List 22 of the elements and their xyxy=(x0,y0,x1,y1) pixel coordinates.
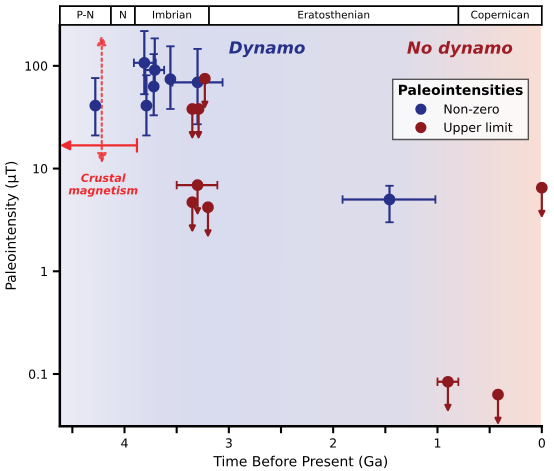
legend-label: Non-zero xyxy=(444,104,499,114)
x-axis-title: Time Before Present (Ga) xyxy=(213,456,388,468)
legend-label: N xyxy=(120,10,126,18)
y-tick-label: 10 xyxy=(33,164,48,174)
x-tick-label: 0 xyxy=(538,438,545,448)
legend-label: Upper limit xyxy=(444,122,512,135)
band-label: Copernican xyxy=(471,10,529,21)
annotation: Crustal magnetism xyxy=(68,173,138,197)
annotation: Dynamo xyxy=(229,41,305,58)
legend-title: Paleointensities xyxy=(398,84,523,96)
x-tick-label: 1 xyxy=(434,438,440,448)
y-tick-label: 1 xyxy=(41,266,47,276)
y-tick-label: 100 xyxy=(26,61,48,71)
x-tick-label: 4 xyxy=(121,438,128,448)
legend-label: Imbrian xyxy=(153,10,192,19)
y-axis-title: Paleointensity (μT) xyxy=(5,162,19,290)
y-tick-label: 0.1 xyxy=(28,369,47,379)
x-tick-label: 3 xyxy=(226,438,232,448)
x-tick-label: 2 xyxy=(330,438,336,448)
band-label: Eratosthenian xyxy=(298,10,370,19)
band-label: P-N xyxy=(78,10,94,18)
annotation: No dynamo xyxy=(407,41,512,58)
